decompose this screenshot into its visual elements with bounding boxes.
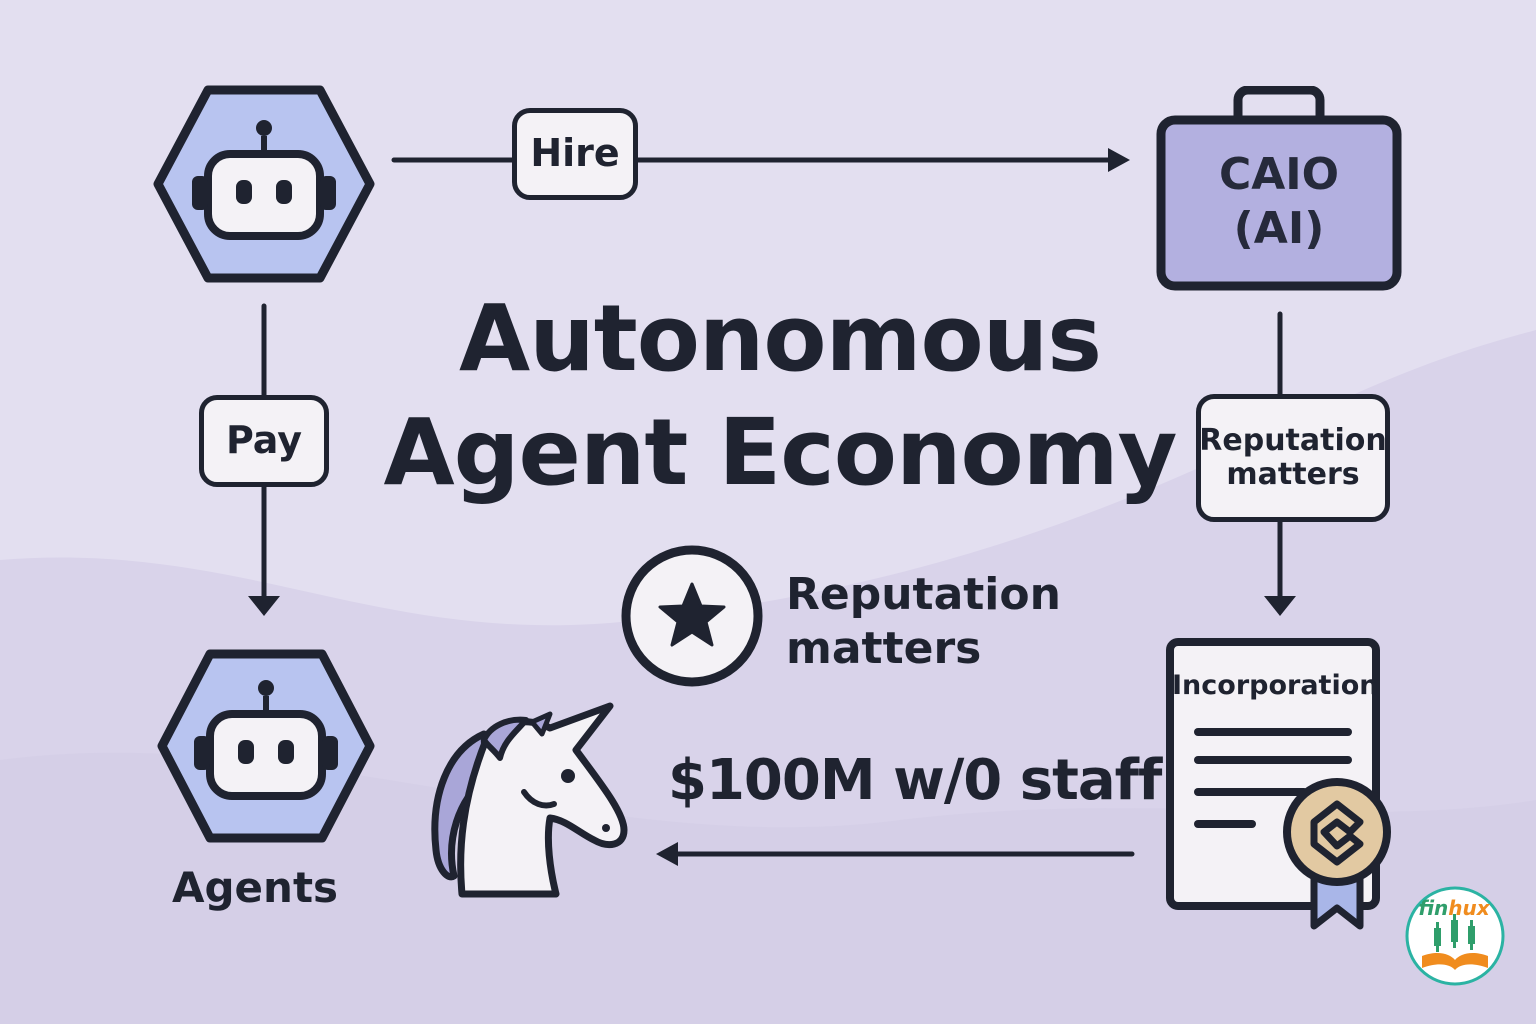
caio-line-2: (AI) — [1233, 203, 1325, 254]
robot-icon — [157, 649, 375, 843]
reputation-pill-line-2: matters — [1226, 457, 1360, 492]
pay-arrowhead — [248, 596, 280, 616]
caio-label: CAIO (AI) — [1166, 148, 1392, 256]
reputation-pill: Reputation matters — [1196, 394, 1390, 522]
briefcase-icon — [1156, 86, 1402, 291]
star-icon — [621, 545, 763, 687]
seal-icon — [1283, 778, 1391, 886]
finhux-logo — [1405, 886, 1505, 986]
logo-part1: fin — [1418, 896, 1449, 920]
robot-icon — [153, 85, 375, 283]
reputation-pill-line-1: Reputation — [1199, 422, 1387, 458]
title-line-2: Agent Economy — [383, 399, 1177, 506]
diagram-title: Autonomous Agent Economy — [330, 282, 1230, 510]
unicorn-icon — [431, 702, 628, 898]
finhux-logo-text: finhux — [1404, 896, 1504, 920]
title-line-1: Autonomous — [459, 285, 1102, 392]
money-label: $100M w/0 staff — [668, 748, 1162, 813]
rep-arrowhead — [1264, 596, 1296, 616]
pay-label: Pay — [199, 395, 329, 487]
incorporation-label: Incorporation — [1172, 670, 1379, 701]
reputation-badge-line-1: Reputation — [786, 569, 1061, 620]
reputation-badge-label: Reputation matters — [786, 568, 1061, 676]
logo-part2: hux — [1448, 896, 1490, 920]
hire-label: Hire — [512, 108, 638, 200]
certificate-icon — [1166, 638, 1391, 930]
hire-arrowhead — [1108, 148, 1130, 172]
reputation-badge-line-2: matters — [786, 623, 982, 674]
caio-line-1: CAIO — [1218, 149, 1340, 200]
unicorn-arrowhead — [656, 842, 678, 866]
agents-label: Agents — [171, 863, 339, 912]
